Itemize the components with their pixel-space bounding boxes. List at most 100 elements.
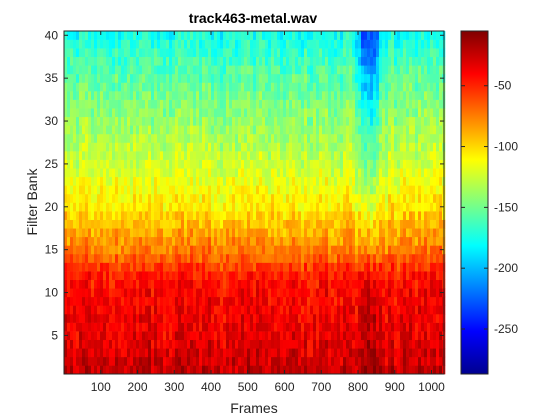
heatmap-cell bbox=[154, 193, 158, 203]
heatmap-cell bbox=[175, 322, 179, 332]
heatmap-cell bbox=[418, 133, 422, 143]
heatmap-cell bbox=[178, 279, 182, 289]
heatmap-cell bbox=[112, 296, 116, 306]
heatmap-cell bbox=[427, 365, 431, 375]
heatmap-cell bbox=[115, 159, 119, 169]
heatmap-cell bbox=[88, 193, 92, 203]
heatmap-cell bbox=[388, 219, 392, 229]
heatmap-cell bbox=[334, 168, 338, 178]
heatmap-cell bbox=[349, 73, 353, 83]
heatmap-cell bbox=[139, 73, 143, 83]
heatmap-cell bbox=[121, 185, 125, 195]
heatmap-cell bbox=[91, 228, 95, 238]
heatmap-cell bbox=[319, 365, 323, 375]
heatmap-cell bbox=[67, 91, 71, 100]
heatmap-cell bbox=[220, 151, 224, 160]
heatmap-cell bbox=[259, 356, 263, 366]
heatmap-cell bbox=[268, 313, 272, 323]
heatmap-cell bbox=[373, 288, 377, 298]
heatmap-cell bbox=[118, 73, 122, 83]
heatmap-cell bbox=[268, 48, 272, 58]
heatmap-cell bbox=[118, 142, 122, 152]
heatmap-cell bbox=[166, 151, 170, 160]
heatmap-cell bbox=[181, 65, 185, 75]
heatmap-cell bbox=[184, 339, 188, 349]
heatmap-cell bbox=[337, 91, 341, 100]
heatmap-cell bbox=[127, 73, 131, 83]
heatmap-cell bbox=[367, 82, 371, 92]
heatmap-cell bbox=[322, 39, 326, 49]
heatmap-cell bbox=[106, 31, 110, 40]
heatmap-cell bbox=[325, 142, 329, 152]
heatmap-cell bbox=[412, 99, 416, 109]
heatmap-cell bbox=[172, 331, 176, 341]
heatmap-cell bbox=[295, 82, 299, 92]
heatmap-cell bbox=[199, 151, 203, 160]
heatmap-cell bbox=[343, 322, 347, 332]
heatmap-cell bbox=[436, 313, 440, 323]
heatmap-cell bbox=[97, 245, 101, 255]
heatmap-cell bbox=[220, 305, 224, 315]
heatmap-cell bbox=[310, 331, 314, 341]
heatmap-cell bbox=[148, 151, 152, 160]
heatmap-cell bbox=[340, 91, 344, 100]
heatmap-cell bbox=[433, 82, 437, 92]
heatmap-cell bbox=[367, 322, 371, 332]
heatmap-cell bbox=[265, 228, 269, 238]
heatmap-cell bbox=[382, 108, 386, 118]
heatmap-cell bbox=[292, 99, 296, 109]
heatmap-cell bbox=[436, 142, 440, 152]
heatmap-cell bbox=[382, 365, 386, 375]
heatmap-cell bbox=[160, 133, 164, 143]
heatmap-cell bbox=[361, 322, 365, 332]
heatmap-cell bbox=[349, 116, 353, 126]
heatmap-cell bbox=[133, 305, 137, 315]
heatmap-cell bbox=[94, 211, 98, 220]
heatmap-cell bbox=[271, 228, 275, 238]
heatmap-cell bbox=[283, 288, 287, 298]
heatmap-cell bbox=[406, 133, 410, 143]
heatmap-cell bbox=[418, 31, 422, 40]
heatmap-cell bbox=[127, 185, 131, 195]
heatmap-cell bbox=[355, 279, 359, 289]
heatmap-cell bbox=[262, 125, 266, 135]
heatmap-cell bbox=[217, 176, 221, 186]
heatmap-cell bbox=[397, 331, 401, 341]
heatmap-cell bbox=[112, 305, 116, 315]
heatmap-cell bbox=[268, 185, 272, 195]
heatmap-cell bbox=[352, 253, 356, 263]
heatmap-cell bbox=[292, 228, 296, 238]
heatmap-cell bbox=[328, 245, 332, 255]
heatmap-cell bbox=[100, 331, 104, 341]
heatmap-cell bbox=[238, 151, 242, 160]
heatmap-cell bbox=[121, 116, 125, 126]
heatmap-cell bbox=[190, 228, 194, 238]
heatmap-cell bbox=[385, 253, 389, 263]
heatmap-cell bbox=[286, 133, 290, 143]
heatmap-cell bbox=[166, 31, 170, 40]
heatmap-cell bbox=[319, 82, 323, 92]
heatmap-cell bbox=[163, 288, 167, 298]
heatmap-cell bbox=[241, 142, 245, 152]
heatmap-cell bbox=[421, 331, 425, 341]
heatmap-cell bbox=[421, 348, 425, 358]
heatmap-cell bbox=[376, 151, 380, 160]
heatmap-cell bbox=[400, 91, 404, 100]
heatmap-cell bbox=[406, 48, 410, 58]
heatmap-cell bbox=[325, 116, 329, 126]
heatmap-cell bbox=[154, 313, 158, 323]
heatmap-cell bbox=[112, 31, 116, 40]
heatmap-cell bbox=[331, 65, 335, 75]
heatmap-cell bbox=[388, 356, 392, 366]
heatmap-cell bbox=[382, 356, 386, 366]
heatmap-cell bbox=[331, 339, 335, 349]
heatmap-cell bbox=[79, 31, 83, 40]
heatmap-cell bbox=[397, 313, 401, 323]
heatmap-cell bbox=[214, 296, 218, 306]
heatmap-cell bbox=[394, 348, 398, 358]
heatmap-cell bbox=[367, 296, 371, 306]
heatmap-cell bbox=[79, 56, 83, 66]
heatmap-cell bbox=[334, 185, 338, 195]
heatmap-cell bbox=[367, 279, 371, 289]
heatmap-cell bbox=[310, 39, 314, 49]
